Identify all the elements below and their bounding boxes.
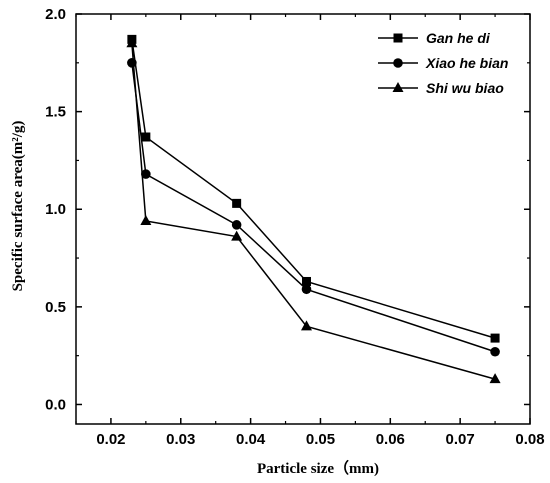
x-tick-label: 0.02 — [96, 431, 125, 448]
x-tick-label: 0.08 — [515, 431, 544, 448]
x-axis-label: Particle size（mm) — [257, 459, 379, 477]
series-xiao-he-bian — [127, 58, 500, 357]
x-tick-label: 0.06 — [376, 431, 405, 448]
data-point-square — [232, 198, 242, 208]
y-axis-label: Specific surface area(m²/g) — [10, 121, 26, 292]
axes — [75, 13, 531, 425]
series-group — [126, 34, 501, 384]
x-tick-label: 0.07 — [446, 431, 475, 448]
data-point-triangle — [489, 373, 501, 384]
y-tick-label: 1.0 — [45, 201, 66, 218]
data-point-circle — [490, 346, 500, 357]
data-point-triangle — [126, 37, 138, 48]
x-tick-label: 0.05 — [306, 431, 335, 448]
legend-item: Xiao he bian — [378, 55, 508, 71]
x-tick-label: 0.04 — [236, 431, 266, 448]
legend-marker-circle — [393, 58, 403, 68]
y-tick-label: 1.5 — [45, 104, 66, 121]
data-point-circle — [127, 58, 137, 68]
y-tick-label: 0.0 — [45, 396, 66, 413]
data-point-triangle — [231, 230, 243, 241]
legend: Gan he di Xiao he bian Shi wu biao — [378, 30, 508, 96]
y-tick-label: 2.0 — [45, 6, 66, 23]
plot-frame — [75, 13, 531, 425]
legend-item: Gan he di — [378, 30, 491, 46]
data-point-circle — [141, 169, 151, 179]
data-point-square — [490, 333, 500, 343]
legend-label: Gan he di — [426, 30, 491, 46]
data-point-square — [301, 276, 311, 286]
series-shi-wu-biao — [126, 37, 501, 384]
legend-marker-triangle — [392, 82, 404, 92]
legend-item: Shi wu biao — [378, 80, 504, 96]
series-line — [131, 62, 496, 353]
data-point-circle — [301, 284, 312, 295]
x-axis-ticks: 0.02 0.03 0.04 0.05 0.06 0.07 0.08 — [75, 14, 545, 448]
data-point-square — [141, 132, 151, 142]
legend-label: Xiao he bian — [425, 55, 508, 71]
data-point-triangle — [140, 214, 152, 225]
legend-label: Shi wu biao — [426, 80, 504, 96]
y-axis-ticks: 0.0 0.5 1.0 1.5 2.0 — [45, 6, 530, 413]
data-point-circle — [231, 220, 242, 230]
data-point-triangle — [300, 320, 312, 331]
legend-marker-square — [393, 33, 403, 43]
y-tick-label: 0.5 — [45, 299, 66, 316]
x-tick-label: 0.03 — [166, 431, 195, 448]
